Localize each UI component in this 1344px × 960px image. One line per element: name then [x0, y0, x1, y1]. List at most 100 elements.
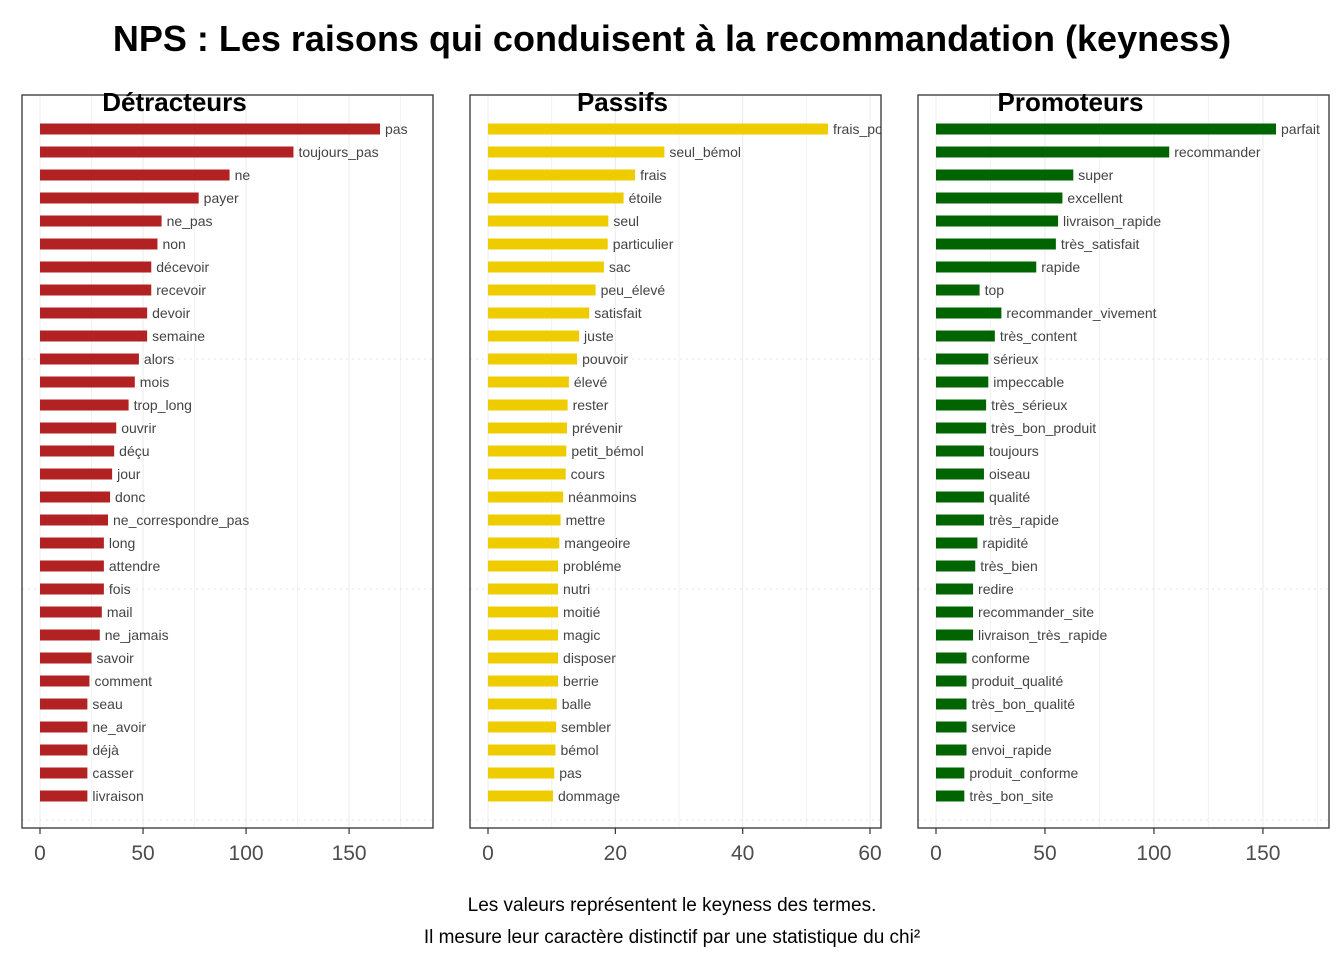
bar-label: redire [978, 581, 1014, 597]
bar-recevoir [40, 284, 152, 296]
bar-label: envoi_rapide [972, 742, 1052, 758]
bar-label: très_bon_produit [991, 420, 1096, 436]
bar-savoir [40, 652, 92, 664]
bar-seul_bémol [488, 146, 665, 158]
bar-label: recommander_vivement [1006, 305, 1156, 321]
bar-label: particulier [613, 236, 674, 252]
bar-label: toujours_pas [298, 144, 378, 160]
bar-label: livraison [92, 788, 143, 804]
bar-label: pas [559, 765, 582, 781]
bar-bémol [488, 744, 556, 756]
bar-long [40, 537, 104, 549]
bar-label: dommage [558, 788, 620, 804]
bar-frais_port [488, 123, 828, 135]
bar-label: alors [144, 351, 174, 367]
x-tick-label: 60 [858, 842, 881, 865]
bar-label: mangeoire [564, 535, 630, 551]
bar-label: produit_qualité [972, 673, 1064, 689]
bar-label: mail [107, 604, 133, 620]
bar-balle [488, 698, 557, 710]
bar-mangeoire [488, 537, 560, 549]
bar-label: berrie [563, 673, 599, 689]
bar-particulier [488, 238, 608, 250]
caption-line-2: Il mesure leur caractère distinctif par … [423, 927, 921, 948]
bar-non [40, 238, 158, 250]
x-tick-label: 0 [482, 842, 494, 865]
x-tick-label: 50 [131, 842, 154, 865]
bar-label: seul_bémol [669, 144, 741, 160]
bar-excellent [936, 192, 1063, 204]
bar-petit_bémol [488, 445, 567, 457]
bar-livraison_très_rapide [936, 629, 974, 641]
bar-sembler [488, 721, 557, 733]
bar-pas [488, 767, 555, 779]
bar-label: payer [204, 190, 239, 206]
bar-juste [488, 330, 580, 342]
bar-très_satisfait [936, 238, 1056, 250]
bar-label: satisfait [594, 305, 642, 321]
bar-label: bémol [560, 742, 598, 758]
bar-cours [488, 468, 566, 480]
bar-label: ne [235, 167, 251, 183]
bar-casser [40, 767, 88, 779]
bar-label: casser [92, 765, 134, 781]
bar-label: petit_bémol [571, 443, 643, 459]
bar-toujours [936, 445, 984, 457]
bar-rapide [936, 261, 1037, 273]
bar-label: recevoir [156, 282, 206, 298]
bar-impeccable [936, 376, 989, 388]
bar-label: magic [563, 627, 600, 643]
bar-redire [936, 583, 974, 595]
bar-fois [40, 583, 104, 595]
bar-moitié [488, 606, 559, 618]
bar-top [936, 284, 980, 296]
bar-mettre [488, 514, 561, 526]
bar-toujours_pas [40, 146, 294, 158]
bar-très_bon_qualité [936, 698, 967, 710]
bar-label: déjà [92, 742, 119, 758]
bar-berrie [488, 675, 559, 687]
bar-label: non [162, 236, 185, 252]
facet-panel-2: parfait recommander super excellent livraiso… [917, 87, 1330, 865]
bar-label: recommander_site [978, 604, 1094, 620]
bar-rapidité [936, 537, 978, 549]
bar-label: comment [94, 673, 152, 689]
x-tick-label: 100 [229, 842, 264, 865]
bar-jour [40, 468, 113, 480]
caption-line-1: Les valeurs représentent le keyness des … [467, 895, 877, 916]
bar-label: néanmoins [568, 489, 637, 505]
bar-pas [40, 123, 380, 135]
bar-livraison [40, 790, 88, 802]
bar-label: semaine [152, 328, 205, 344]
bar-frais [488, 169, 636, 181]
bar-label: livraison_rapide [1063, 213, 1161, 229]
bar-label: mois [140, 374, 170, 390]
bar-pouvoir [488, 353, 578, 365]
bar-oiseau [936, 468, 984, 480]
bar-label: juste [583, 328, 614, 344]
bar-très_bon_site [936, 790, 965, 802]
bar-label: ne_correspondre_pas [113, 512, 249, 528]
facet-title: Détracteurs [102, 87, 247, 117]
bar-très_content [936, 330, 995, 342]
bar-seul [488, 215, 609, 227]
bar-label: décevoir [156, 259, 209, 275]
bar-satisfait [488, 307, 590, 319]
bar-donc [40, 491, 111, 503]
bar-sac [488, 261, 604, 273]
bar-alors [40, 353, 139, 365]
bar-label: devoir [152, 305, 190, 321]
bar-label: long [109, 535, 135, 551]
x-tick-label: 20 [604, 842, 627, 865]
bar-label: très_bon_site [969, 788, 1053, 804]
bar-ouvrir [40, 422, 117, 434]
bar-label: toujours [989, 443, 1039, 459]
bar-label: ne_avoir [92, 719, 146, 735]
bar-label: qualité [989, 489, 1030, 505]
panel-border [469, 94, 882, 829]
bar-rester [488, 399, 568, 411]
bar-parfait [936, 123, 1276, 135]
bar-très_bien [936, 560, 976, 572]
bar-label: balle [562, 696, 592, 712]
bar-déjà [40, 744, 88, 756]
